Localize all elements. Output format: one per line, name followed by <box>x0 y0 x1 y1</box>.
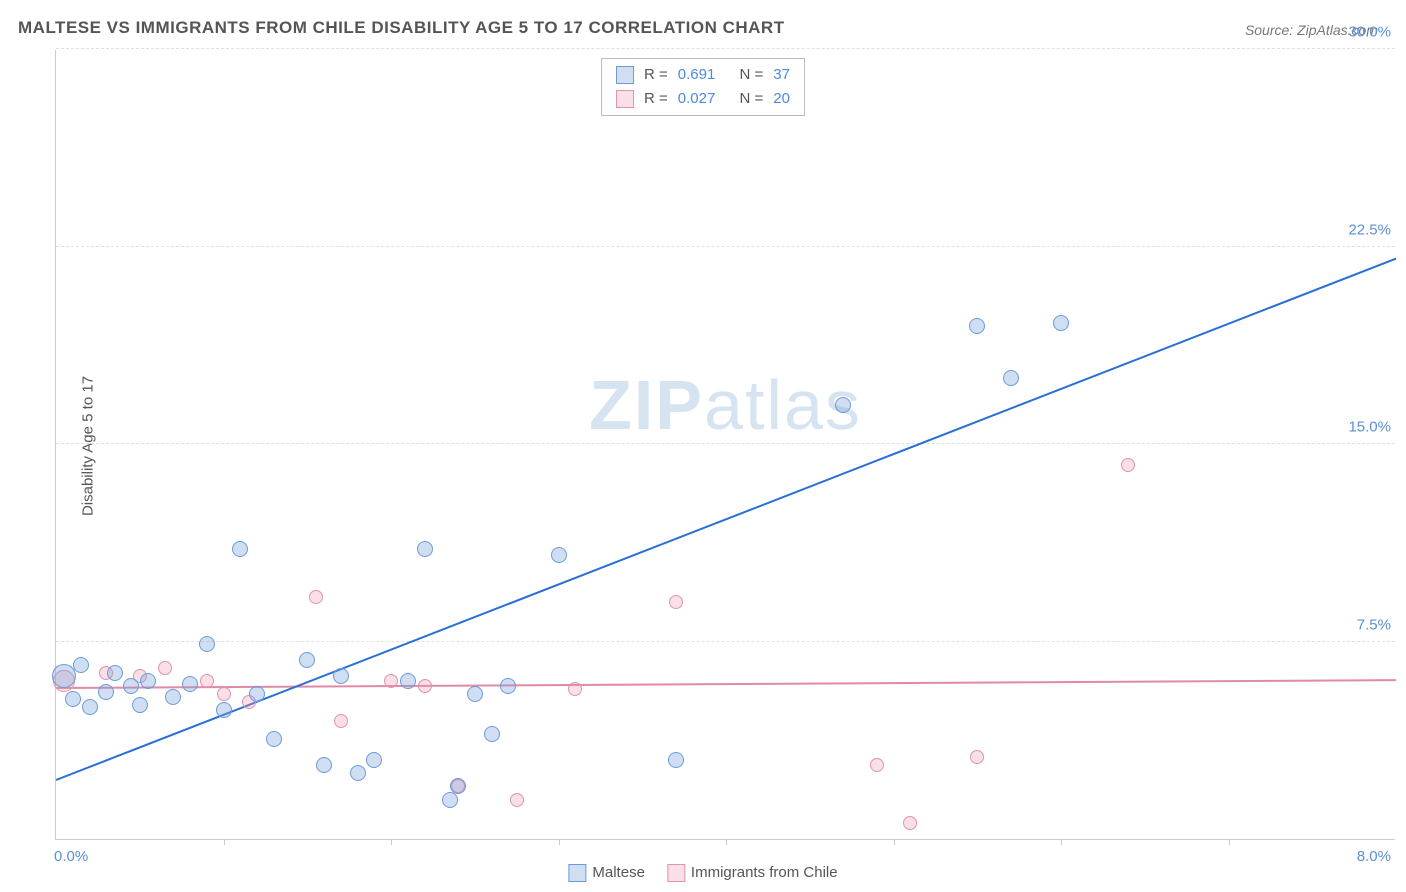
chart-container: MALTESE VS IMMIGRANTS FROM CHILE DISABIL… <box>0 0 1406 892</box>
x-tick <box>1061 839 1062 845</box>
data-point-pink <box>158 661 172 675</box>
y-tick-label: 30.0% <box>1348 24 1397 41</box>
x-tick <box>559 839 560 845</box>
legend-series: Maltese Immigrants from Chile <box>568 864 837 882</box>
data-point-blue <box>551 547 567 563</box>
data-point-blue <box>333 668 349 684</box>
legend-swatch-blue <box>568 864 586 882</box>
data-point-blue <box>350 765 366 781</box>
data-point-blue <box>668 752 684 768</box>
data-point-pink <box>1121 458 1135 472</box>
data-point-blue <box>969 318 985 334</box>
gridline <box>56 443 1395 444</box>
data-point-blue <box>82 699 98 715</box>
data-point-pink <box>568 682 582 696</box>
x-tick <box>224 839 225 845</box>
watermark-bold: ZIP <box>589 366 704 444</box>
data-point-pink <box>870 758 884 772</box>
data-point-blue <box>1003 370 1019 386</box>
legend-swatch-blue <box>616 66 634 84</box>
r-value-chile: 0.027 <box>678 87 716 111</box>
trendline-blue <box>56 258 1397 781</box>
data-point-blue <box>835 397 851 413</box>
data-point-pink <box>970 750 984 764</box>
r-label: R = <box>644 63 668 87</box>
chart-title: MALTESE VS IMMIGRANTS FROM CHILE DISABIL… <box>18 18 785 38</box>
x-origin-label: 0.0% <box>54 848 88 865</box>
data-point-blue <box>266 731 282 747</box>
data-point-blue <box>199 636 215 652</box>
y-tick-label: 22.5% <box>1348 221 1397 238</box>
data-point-blue <box>1053 315 1069 331</box>
watermark: ZIPatlas <box>589 365 862 445</box>
gridline <box>56 641 1395 642</box>
x-tick <box>1229 839 1230 845</box>
data-point-blue <box>299 652 315 668</box>
plot-area: ZIPatlas 7.5%15.0%22.5%30.0%0.0%8.0% <box>55 50 1395 840</box>
data-point-pink <box>217 687 231 701</box>
data-point-blue <box>484 726 500 742</box>
legend-stats-row-chile: R = 0.027 N = 20 <box>616 87 790 111</box>
legend-label-chile: Immigrants from Chile <box>691 864 838 881</box>
legend-item-chile: Immigrants from Chile <box>667 864 838 882</box>
legend-swatch-pink <box>667 864 685 882</box>
data-point-pink <box>309 590 323 604</box>
data-point-blue <box>366 752 382 768</box>
data-point-blue <box>98 684 114 700</box>
legend-stats-row-maltese: R = 0.691 N = 37 <box>616 63 790 87</box>
data-point-pink <box>334 714 348 728</box>
r-label: R = <box>644 87 668 111</box>
y-tick-label: 15.0% <box>1348 419 1397 436</box>
x-max-label: 8.0% <box>1357 848 1391 865</box>
x-tick <box>391 839 392 845</box>
data-point-blue <box>450 778 466 794</box>
data-point-blue <box>249 686 265 702</box>
data-point-blue <box>123 678 139 694</box>
data-point-blue <box>132 697 148 713</box>
n-label: N = <box>740 87 764 111</box>
data-point-blue <box>316 757 332 773</box>
data-point-blue <box>182 676 198 692</box>
legend-item-maltese: Maltese <box>568 864 645 882</box>
data-point-blue <box>400 673 416 689</box>
gridline <box>56 246 1395 247</box>
n-value-chile: 20 <box>773 87 790 111</box>
data-point-blue <box>467 686 483 702</box>
data-point-blue <box>216 702 232 718</box>
data-point-pink <box>903 816 917 830</box>
legend-stats: R = 0.691 N = 37 R = 0.027 N = 20 <box>601 58 805 116</box>
data-point-blue <box>107 665 123 681</box>
data-point-blue <box>232 541 248 557</box>
data-point-blue <box>73 657 89 673</box>
x-tick <box>726 839 727 845</box>
data-point-pink <box>418 679 432 693</box>
data-point-pink <box>510 793 524 807</box>
data-point-pink <box>669 595 683 609</box>
data-point-pink <box>200 674 214 688</box>
data-point-blue <box>140 673 156 689</box>
data-point-blue <box>65 691 81 707</box>
data-point-blue <box>417 541 433 557</box>
legend-label-maltese: Maltese <box>592 864 645 881</box>
n-label: N = <box>740 63 764 87</box>
y-tick-label: 7.5% <box>1357 616 1397 633</box>
data-point-pink <box>384 674 398 688</box>
legend-swatch-pink <box>616 90 634 108</box>
gridline <box>56 48 1395 49</box>
data-point-blue <box>165 689 181 705</box>
data-point-blue <box>500 678 516 694</box>
r-value-maltese: 0.691 <box>678 63 716 87</box>
n-value-maltese: 37 <box>773 63 790 87</box>
x-tick <box>894 839 895 845</box>
